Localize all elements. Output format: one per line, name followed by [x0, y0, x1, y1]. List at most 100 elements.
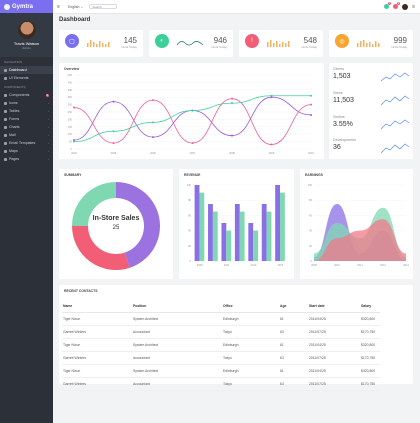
x-tick-label: 2005 — [111, 151, 117, 155]
mail-icon[interactable]: 9 — [393, 2, 401, 9]
stat-value: 145 — [123, 36, 137, 45]
col-start-date[interactable]: Start date — [308, 299, 360, 313]
stat-label: Units Today — [301, 45, 317, 49]
chevron-right-icon: › — [48, 117, 49, 121]
chevron-right-icon: › — [48, 101, 49, 105]
stat-sparkbars — [267, 40, 290, 47]
bar — [221, 223, 227, 261]
cell-position: Accountant — [132, 351, 222, 365]
side-stat-label: Developments — [333, 138, 356, 142]
data-point — [270, 94, 273, 97]
sidebar-item-label: Components — [9, 93, 30, 97]
brand-bar[interactable]: Gymtra — [0, 0, 53, 13]
bar — [266, 211, 272, 261]
sidebar-item-ui-elements[interactable]: UI Elements — [0, 74, 53, 82]
x-tick-label: 2007 — [190, 151, 196, 155]
cell-age: 63 — [279, 351, 308, 365]
y-tick-label: 80 — [188, 198, 191, 202]
sidebar-item-forms[interactable]: Forms › — [0, 115, 53, 123]
chevron-right-icon: › — [48, 109, 49, 113]
sidebar-item-pages[interactable]: Pages › — [0, 155, 53, 163]
components-icon — [4, 93, 7, 97]
email-templates-icon — [4, 141, 7, 145]
chevron-right-icon: › — [48, 157, 49, 161]
forms-icon — [4, 117, 7, 121]
side-stat-label: Visitors — [333, 115, 345, 119]
cell-name: Tiger Nixon — [62, 312, 132, 326]
table-row: Garrett Winters Accountant Tokyo 63 2011/07/… — [62, 377, 380, 391]
stat-sparkline — [177, 41, 203, 46]
ui-elements-icon — [4, 76, 7, 80]
components-badge: 9 — [45, 93, 49, 97]
cell-start-date: 2011/04/25 — [308, 338, 360, 352]
cell-age: 63 — [279, 325, 308, 339]
cell-age: 61 — [279, 312, 308, 326]
sidebar-item-maps[interactable]: Maps › — [0, 147, 53, 155]
contacts-table: Name Position Office Age Start date Sala… — [62, 299, 380, 391]
y-tick-label: 80 — [309, 198, 312, 202]
sidebar-item-charts[interactable]: Charts › — [0, 123, 53, 131]
y-tick-label: 0 — [71, 147, 73, 151]
y-tick-label: 450 — [68, 80, 73, 84]
data-point — [112, 130, 115, 133]
stat-card-3: ! 548 Units Today — [239, 30, 323, 57]
avatar[interactable] — [17, 20, 36, 39]
sidebar-item-label: Pages — [9, 157, 20, 161]
search-placeholder: Search — [92, 4, 102, 9]
data-point — [73, 139, 75, 142]
x-tick-label: 2009 — [197, 263, 203, 267]
bell-icon[interactable]: 4 — [384, 2, 392, 9]
x-tick-label: 2010 — [334, 263, 340, 267]
search-input[interactable]: Search — [89, 4, 118, 9]
data-point — [310, 94, 312, 97]
side-stat-label: Views — [333, 91, 343, 95]
sidebar-item-components[interactable]: Components 9 — [0, 91, 53, 99]
settings-icon[interactable]: ≡ — [412, 3, 415, 10]
bar — [208, 204, 213, 261]
data-point — [152, 121, 154, 124]
cell-start-date: 2011/07/25 — [308, 351, 360, 365]
language-select[interactable]: English ⌄ — [67, 4, 84, 9]
col-name[interactable]: Name — [62, 299, 132, 313]
revenue-title: REVENUE — [184, 173, 201, 177]
donut-slice — [72, 226, 130, 270]
sidebar-item-label: Forms — [9, 117, 20, 121]
y-tick-label: 300 — [68, 103, 73, 107]
sidebar-item-label: Tables — [9, 109, 20, 113]
sidebar-item-tables[interactable]: Tables › — [0, 107, 53, 115]
pages-icon — [4, 157, 7, 161]
brand-logo-icon — [4, 3, 10, 10]
mail-icon — [4, 133, 7, 137]
bar — [261, 204, 267, 261]
x-tick-label: 2006 — [150, 151, 156, 155]
y-tick-label: 60 — [309, 213, 312, 217]
bar — [275, 185, 281, 261]
recent-contacts-title: RECENT CONTACTS — [64, 289, 98, 293]
col-office[interactable]: Office — [222, 299, 279, 313]
x-tick-label: 2008 — [229, 151, 235, 155]
sidebar-item-mail[interactable]: Mail › — [0, 131, 53, 139]
bar — [199, 192, 205, 261]
cell-salary: $320,800 — [360, 364, 380, 378]
sidebar-item-icons[interactable]: Icons › — [0, 99, 53, 107]
cell-salary: $320,800 — [360, 338, 380, 352]
col-position[interactable]: Position — [132, 299, 222, 313]
sidebar-item-dashboard[interactable]: Dashboard — [0, 66, 53, 74]
stat-label: Units Today — [391, 45, 407, 49]
data-point — [310, 113, 312, 116]
sidebar-item-label: Dashboard — [9, 68, 27, 72]
menu-icon[interactable]: ≡ — [57, 3, 60, 10]
earnings-card: EARNINGS 100 80 60 40 20 0 2009 2010 2011 2012 201… — [300, 169, 413, 279]
stat-icon: ▢ — [65, 34, 79, 48]
col-age[interactable]: Age — [279, 299, 308, 313]
sidebar-item-label: Charts — [9, 125, 20, 129]
bar — [226, 230, 232, 261]
sidebar-item-email-templates[interactable]: Email Templates › — [0, 139, 53, 147]
user-avatar[interactable] — [402, 3, 409, 10]
brand-name: Gymtra — [12, 3, 34, 10]
data-point — [112, 100, 115, 103]
x-tick-label: 2015 — [277, 263, 283, 267]
col-salary[interactable]: Salary — [360, 299, 380, 313]
cell-start-date: 2011/04/25 — [308, 364, 360, 378]
